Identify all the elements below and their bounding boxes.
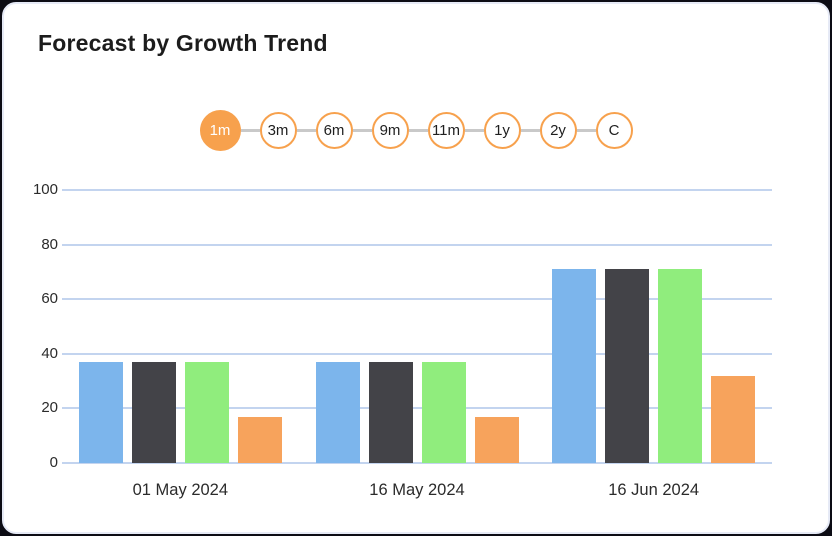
- range-button-1y[interactable]: 1y: [483, 111, 521, 149]
- range-connector: [520, 128, 540, 132]
- range-connector: [240, 128, 260, 132]
- y-axis-tick-label: 80: [41, 235, 58, 253]
- y-axis: 0 20 40 60 80 100: [14, 181, 58, 471]
- bar-group-3: [535, 190, 772, 463]
- range-button-1m[interactable]: 1m: [199, 109, 241, 151]
- bar-group-1: [62, 190, 299, 463]
- gridline: [62, 352, 772, 355]
- y-axis-tick-label: 100: [32, 181, 58, 198]
- bar-dark-gray-1[interactable]: [131, 362, 176, 463]
- gridline: [62, 189, 772, 191]
- x-axis: 01 May 2024 16 May 2024 16 Jun 2024: [62, 478, 772, 502]
- bar-green-1[interactable]: [184, 362, 229, 463]
- bar-green-3[interactable]: [658, 269, 703, 463]
- gridline: [62, 462, 772, 464]
- bar-orange-1[interactable]: [237, 416, 282, 463]
- chart-title: Forecast by Growth Trend: [38, 30, 328, 56]
- range-connector: [576, 128, 596, 132]
- range-button-c[interactable]: C: [595, 111, 633, 149]
- bar-green-2[interactable]: [421, 362, 466, 463]
- bar-blue-2[interactable]: [315, 362, 360, 463]
- x-axis-category-label: 16 Jun 2024: [608, 481, 700, 499]
- gridline: [62, 298, 772, 301]
- bar-dark-gray-2[interactable]: [368, 362, 413, 463]
- bar-orange-3[interactable]: [711, 375, 756, 463]
- range-button-6m[interactable]: 6m: [315, 111, 353, 149]
- bar-groups: [62, 190, 772, 463]
- y-axis-tick-label: 60: [41, 290, 58, 308]
- plot-area: [62, 189, 772, 464]
- gridline: [62, 243, 772, 246]
- range-connector: [408, 128, 428, 132]
- x-axis-category-label: 01 May 2024: [132, 481, 229, 499]
- y-axis-tick-label: 20: [41, 399, 58, 417]
- range-connector: [296, 128, 316, 132]
- gridline: [62, 407, 772, 410]
- range-button-9m[interactable]: 9m: [371, 111, 409, 149]
- bar-blue-3[interactable]: [552, 269, 597, 463]
- bar-orange-2[interactable]: [474, 416, 519, 463]
- range-connector: [352, 128, 372, 132]
- range-button-11m[interactable]: 11m: [427, 111, 465, 149]
- y-axis-tick-label: 40: [41, 344, 58, 362]
- range-button-2y[interactable]: 2y: [539, 111, 577, 149]
- bar-blue-1[interactable]: [78, 362, 123, 463]
- x-axis-category-label: 16 May 2024: [369, 481, 465, 499]
- bar-dark-gray-3[interactable]: [605, 269, 650, 463]
- range-connector: [464, 128, 484, 132]
- range-selector: 1m 3m 6m 9m 11m 1y 2y C: [4, 108, 828, 152]
- bar-group-2: [299, 190, 536, 463]
- range-button-3m[interactable]: 3m: [259, 111, 297, 149]
- y-axis-tick-label: 0: [49, 454, 58, 471]
